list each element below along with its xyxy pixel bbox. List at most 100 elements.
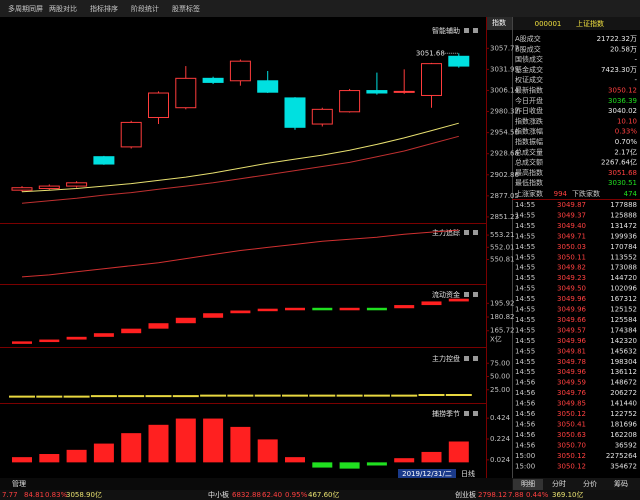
panel-title: 流动资金 xyxy=(432,290,460,299)
y-tick-label: 0.024 xyxy=(490,456,511,464)
quote-label: 基金成交 xyxy=(515,65,543,74)
quote-label: A股成交 xyxy=(515,34,541,43)
tab[interactable]: 股票标签 xyxy=(172,4,200,13)
quote-label: 权证成交 xyxy=(515,75,543,84)
ticker-item: 6832.88 xyxy=(232,491,261,499)
y-tick-label: 180.82 xyxy=(490,313,515,321)
candle-body xyxy=(11,187,33,191)
trade-time: 14:55 xyxy=(515,285,535,293)
settings-icon[interactable] xyxy=(464,411,469,416)
flow-bar xyxy=(66,336,87,340)
bar xyxy=(121,433,142,463)
trade-price: 3050.12 xyxy=(557,462,586,470)
candle-body xyxy=(229,60,251,82)
trade-price: 3049.81 xyxy=(557,347,586,355)
trade-price: 3049.50 xyxy=(557,285,586,293)
help-icon[interactable] xyxy=(473,411,478,416)
trade-time: 14:56 xyxy=(515,389,536,397)
flow-bar xyxy=(448,298,469,302)
trade-price: 3049.78 xyxy=(557,358,586,366)
index-button[interactable]: 指数 xyxy=(492,18,506,27)
bar xyxy=(39,454,60,463)
bar xyxy=(285,457,305,463)
panel-title: 主力控盘 xyxy=(432,354,460,363)
unit-label: X亿 xyxy=(490,335,502,344)
trade-price: 3049.96 xyxy=(557,368,586,376)
trade-tab[interactable]: 分价 xyxy=(583,479,597,488)
settings-icon[interactable] xyxy=(464,28,469,33)
flow-bar xyxy=(93,333,114,337)
settings-icon[interactable] xyxy=(464,292,469,297)
trade-time: 14:55 xyxy=(515,316,535,324)
period-button[interactable]: 日线 xyxy=(461,469,475,478)
flow-bar xyxy=(285,307,305,311)
y-tick-label: 2954.50 xyxy=(490,129,519,137)
trade-price: 3049.96 xyxy=(557,337,586,345)
y-tick-label: 0.424 xyxy=(490,414,511,422)
help-icon[interactable] xyxy=(473,230,478,235)
tab[interactable]: 指标排序 xyxy=(90,4,118,13)
trade-volume: 177888 xyxy=(610,201,637,209)
quote-label: 最低指数 xyxy=(515,178,543,187)
y-tick-label: 75.00 xyxy=(490,359,510,367)
quote-value: 7423.30万 xyxy=(601,66,637,74)
trade-time: 14:55 xyxy=(515,274,535,282)
trade-volume: 167312 xyxy=(610,295,637,303)
y-tick-label: 2877.05 xyxy=(490,192,519,200)
trade-time: 14:55 xyxy=(515,243,535,251)
trade-time: 14:56 xyxy=(515,400,536,408)
candle-body xyxy=(257,80,279,93)
bar xyxy=(12,457,32,463)
trade-volume: 113552 xyxy=(610,253,637,261)
y-tick-label: 0.224 xyxy=(490,435,511,443)
candle-body xyxy=(120,121,142,148)
trade-tab[interactable]: 分时 xyxy=(552,479,566,488)
trade-volume: 181696 xyxy=(610,420,637,428)
quote-value: 20.58万 xyxy=(610,45,637,53)
trade-volume: 145632 xyxy=(610,347,637,355)
ticker-item: 7.88 xyxy=(508,491,524,499)
quote-label: 指数涨幅 xyxy=(515,127,543,136)
quote-value: 3030.51 xyxy=(608,179,637,187)
tab[interactable]: 阶段统计 xyxy=(131,4,159,13)
candle-body xyxy=(421,63,442,96)
trade-price: 3050.11 xyxy=(557,253,586,261)
flow-bar xyxy=(39,339,60,343)
trade-tab[interactable]: 筹码 xyxy=(614,479,628,488)
date-box xyxy=(398,469,456,478)
help-icon[interactable] xyxy=(473,28,478,33)
settings-icon[interactable] xyxy=(464,230,469,235)
trade-time: 14:56 xyxy=(515,379,536,387)
flow-bar xyxy=(366,307,387,311)
bar xyxy=(421,451,442,463)
manage-button[interactable]: 管理 xyxy=(12,479,26,488)
quote-label: 今日开盘 xyxy=(515,96,543,105)
trade-volume: 142320 xyxy=(610,337,637,345)
trade-price: 3049.57 xyxy=(557,326,586,334)
trade-price: 3049.82 xyxy=(557,264,586,272)
y-tick-label: 3057.77 xyxy=(490,44,519,52)
candle-body xyxy=(66,182,88,187)
trade-tab[interactable]: 明细 xyxy=(521,479,535,488)
bar xyxy=(230,426,251,463)
trade-volume: 131472 xyxy=(610,222,637,230)
trade-volume: 162208 xyxy=(610,431,637,439)
trade-time: 14:55 xyxy=(515,264,535,272)
trade-volume: 102096 xyxy=(610,285,637,293)
help-icon[interactable] xyxy=(473,356,478,361)
y-tick-label: 552.01 xyxy=(490,243,515,251)
quote-label: 昨日收盘 xyxy=(515,106,543,115)
tab[interactable]: 两股对比 xyxy=(49,4,77,13)
trade-price: 3050.03 xyxy=(557,243,586,251)
tab[interactable]: 多周期同屏 xyxy=(8,4,43,13)
trade-time: 14:55 xyxy=(515,253,535,261)
trade-volume: 136112 xyxy=(610,368,637,376)
trade-time: 14:55 xyxy=(515,358,535,366)
flow-bar xyxy=(312,307,333,311)
ticker-item: 2798.12 xyxy=(478,491,507,499)
help-icon[interactable] xyxy=(473,292,478,297)
settings-icon[interactable] xyxy=(464,356,469,361)
ticker-item: 3058.90亿 xyxy=(66,490,102,499)
trade-volume: 170784 xyxy=(610,243,637,251)
